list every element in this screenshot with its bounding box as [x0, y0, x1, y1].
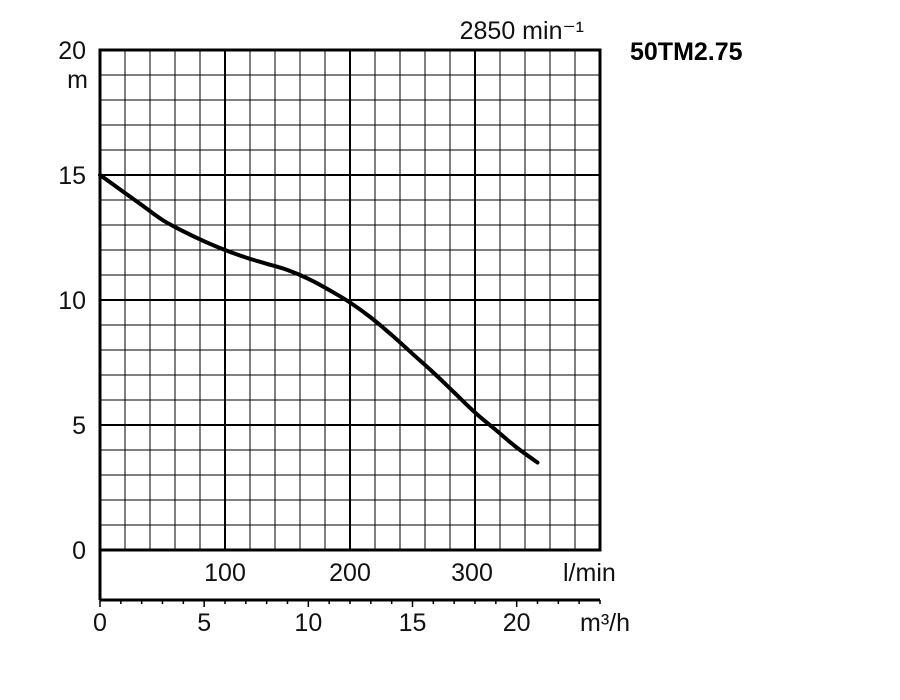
y-tick-labels: 0 5 10 15 20 [58, 37, 86, 565]
plot-frame [98, 48, 602, 552]
x-tick-label-m3h: 0 [93, 609, 107, 637]
flow-axis-ticks [99, 600, 601, 607]
x-tick-label-lmin: 100 [204, 559, 246, 587]
chart-title: 50TM2.75 [630, 38, 743, 66]
x-tick-label-m3h: 15 [399, 609, 427, 637]
y-tick-label: 15 [58, 162, 86, 190]
x-tick-labels-lmin: 100 200 300 [204, 559, 493, 587]
x-axis-unit-label: m³/h [580, 609, 630, 637]
lmin-unit-label: l/min [563, 559, 616, 587]
y-axis-unit-label: m [67, 66, 88, 94]
speed-label: 2850 min⁻¹ [460, 17, 584, 45]
x-tick-labels-m3h: 0 5 10 15 20 [93, 609, 531, 637]
x-tick-label-m3h: 10 [294, 609, 322, 637]
x-tick-label-m3h: 5 [197, 609, 211, 637]
x-tick-label-lmin: 200 [329, 559, 371, 587]
x-tick-label-lmin: 300 [451, 559, 493, 587]
y-tick-label: 0 [72, 537, 86, 565]
major-grid [100, 50, 600, 550]
head-flow-curve [98, 173, 540, 465]
x-tick-label-m3h: 20 [503, 609, 531, 637]
y-tick-label: 5 [72, 412, 86, 440]
y-tick-label: 20 [58, 37, 86, 65]
y-tick-label: 10 [58, 287, 86, 315]
